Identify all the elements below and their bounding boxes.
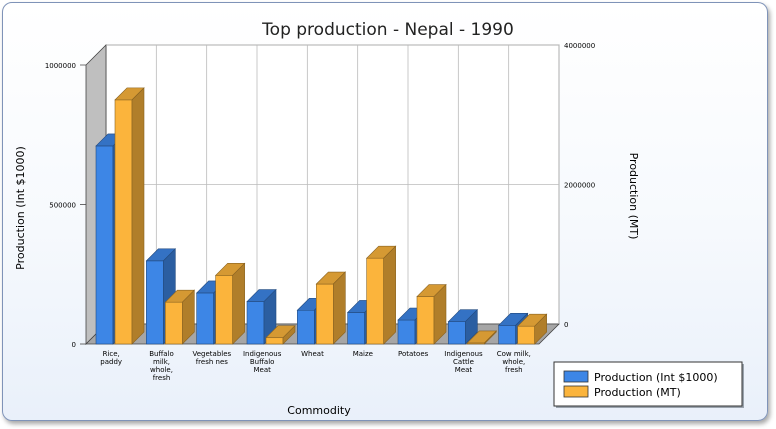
bar-quantity (165, 301, 183, 345)
plot-area: 0 500000 1000000 0 2000000 4000000 Rice, paddy B… (45, 42, 595, 382)
category-label: Cow milk, whole, fresh (497, 350, 531, 374)
category-label: Indigenous Cattle Meat (444, 350, 483, 374)
category-label: Wheat (301, 350, 324, 358)
legend: Production (Int $1000) Production (MT) (553, 361, 744, 408)
bar-side (131, 87, 145, 345)
bar-side (333, 271, 346, 345)
bar-value (397, 319, 416, 345)
bar-side (484, 330, 497, 345)
bar-side (383, 245, 396, 345)
bar-value (196, 292, 214, 345)
category-label: Rice, paddy (100, 350, 122, 366)
bar-quantity (265, 337, 284, 345)
bar-quantity (517, 325, 535, 345)
legend-swatch (563, 385, 589, 398)
bar-quantity (114, 99, 133, 345)
left-tick-label: 0 (72, 341, 76, 349)
bar-quantity (316, 283, 334, 345)
legend-label: Production (MT) (594, 386, 681, 399)
bar-quantity (215, 274, 233, 345)
bar-value (95, 145, 114, 345)
y-axis-right-title: Production (MT) (627, 153, 640, 240)
y-axis-left-title: Production (Int $1000) (14, 146, 27, 270)
x-axis-title: Commodity (287, 404, 351, 417)
category-label: Buffalo milk, whole, fresh (149, 350, 174, 382)
left-tick-label: 500000 (49, 202, 76, 210)
category-label: Maize (353, 350, 373, 358)
right-tick-label: 0 (564, 321, 568, 329)
legend-label: Production (Int $1000) (594, 371, 718, 384)
right-tick-label: 4000000 (564, 42, 595, 50)
right-tick-label: 2000000 (564, 182, 595, 190)
bar-side (465, 308, 478, 345)
bar-value (246, 301, 265, 345)
bar-quantity (416, 296, 435, 345)
chart-svg: Top production - Nepal - 1990 0 500000 100… (14, 20, 744, 417)
left-tick-label: 1000000 (45, 62, 76, 70)
category-label: Potatoes (398, 350, 429, 358)
category-label: Vegetables fresh nes (192, 350, 231, 366)
category-label: Indigenous Buffalo Meat (243, 350, 282, 374)
bar-value (347, 312, 365, 345)
bar-value (498, 325, 516, 345)
legend-swatch (563, 370, 589, 383)
bar-quantity (366, 257, 384, 345)
bar-value (297, 309, 315, 345)
chart-title: Top production - Nepal - 1990 (261, 20, 514, 40)
bar-value (448, 321, 466, 345)
bar-side (232, 262, 245, 345)
bar-value (146, 260, 164, 345)
bar-side (534, 313, 547, 345)
bar-side (182, 289, 195, 345)
bar-side (282, 324, 296, 345)
legend-box (553, 361, 743, 407)
chart-frame: Top production - Nepal - 1990 0 500000 100… (2, 2, 768, 421)
bar-side (433, 283, 447, 345)
